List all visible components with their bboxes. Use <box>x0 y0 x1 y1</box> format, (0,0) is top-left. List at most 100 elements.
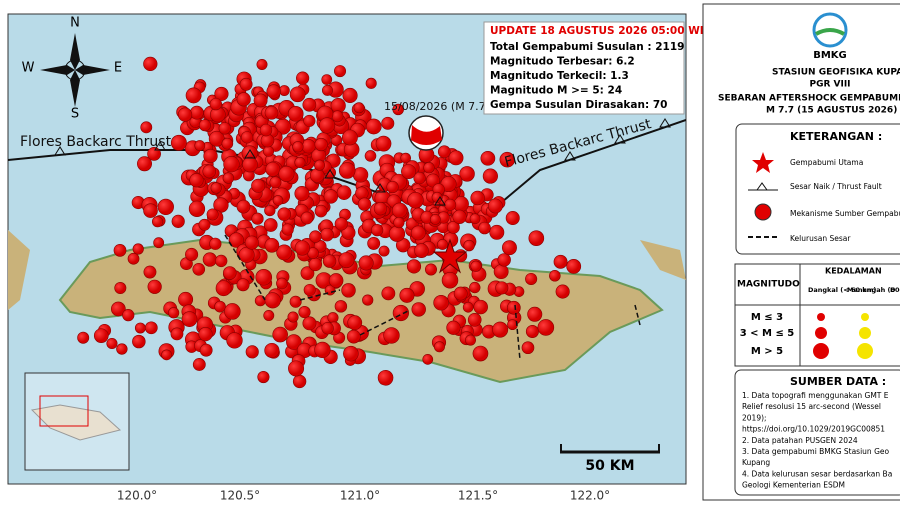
depth-label: Dangkal (< 60 km) <box>808 286 876 294</box>
aftershock <box>482 168 498 184</box>
aftershock <box>223 155 240 173</box>
sidebar-title: SEBARAN AFTERSHOCK GEMPABUMI F <box>718 94 900 104</box>
legend-box <box>735 123 900 255</box>
aftershock <box>472 345 489 362</box>
aftershock <box>303 283 316 297</box>
info-update: UPDATE 18 AGUSTUS 2026 05:00 WIB <box>490 25 712 37</box>
aftershock <box>224 303 241 320</box>
aftershock <box>469 213 481 225</box>
aftershock <box>192 358 206 371</box>
aftershock <box>465 334 476 346</box>
aftershock <box>470 260 482 272</box>
aftershock <box>264 237 280 253</box>
aftershock <box>431 191 443 203</box>
aftershock <box>459 166 475 182</box>
aftershock <box>287 106 304 122</box>
logo-text: BMKG <box>813 50 847 61</box>
aftershock <box>242 156 258 173</box>
aftershock <box>206 208 219 221</box>
legend-focal <box>754 203 772 221</box>
aftershock <box>272 195 284 206</box>
aftershock <box>346 329 361 344</box>
aftershock <box>358 255 374 271</box>
aftershock <box>114 282 127 294</box>
aftershock <box>240 131 254 144</box>
fault-tooth <box>434 196 446 206</box>
aftershock <box>342 87 358 104</box>
aftershock <box>276 277 288 290</box>
inset-map <box>24 372 130 471</box>
table-cells: Dangkal (< 60 km)Menengah (60-300 km)D M … <box>740 286 900 359</box>
aftershock <box>314 204 328 218</box>
fault-tooth <box>54 146 66 156</box>
aftershock <box>143 265 157 279</box>
aftershock <box>473 299 488 315</box>
magnitude-dot <box>813 343 829 359</box>
aftershock <box>381 286 396 301</box>
aftershock <box>452 209 467 224</box>
aftershock <box>178 291 194 307</box>
source-line: 1. Data topografi menggunakan GMT E <box>742 391 889 400</box>
aftershock <box>555 284 570 299</box>
aftershock <box>453 286 468 301</box>
source-line: 2. Data patahan PUSGEN 2024 <box>742 436 858 445</box>
aftershock <box>364 150 377 162</box>
aftershock <box>375 135 392 152</box>
station: STASIUN GEOFISIKA KUPAN <box>772 68 900 78</box>
aftershock <box>502 240 517 256</box>
aftershock <box>373 201 388 216</box>
fault-tooth <box>374 183 386 193</box>
aftershock <box>294 240 311 256</box>
aftershock <box>429 214 441 225</box>
sidebar-subtitle: M 7.7 (15 AGUSTUS 2026) <box>766 106 897 116</box>
aftershock <box>365 118 382 135</box>
aftershock <box>210 182 222 194</box>
aftershock <box>433 341 445 353</box>
aftershock <box>411 302 426 317</box>
compass-w: W <box>22 61 35 76</box>
mainshock-star <box>432 238 468 274</box>
aftershock <box>251 212 264 225</box>
aftershock <box>424 263 437 276</box>
aftershock <box>392 304 409 322</box>
aftershock <box>328 273 344 288</box>
aftershock <box>383 327 400 344</box>
aftershock <box>147 279 162 294</box>
aftershock <box>336 185 352 200</box>
aftershock <box>292 374 307 389</box>
aftershock <box>365 77 377 89</box>
aftershock <box>264 292 281 309</box>
aftershock <box>132 243 144 255</box>
compass-e: E <box>114 61 122 76</box>
aftershock <box>190 105 204 120</box>
aftershock <box>334 217 348 231</box>
compass: N S E W <box>22 16 123 122</box>
fault-tooth <box>614 134 626 144</box>
aftershock <box>292 141 304 153</box>
aftershock <box>341 283 356 298</box>
aftershock <box>414 243 429 258</box>
aftershock <box>441 271 459 289</box>
info-box <box>483 21 685 115</box>
scale-label: 50 KM <box>585 458 634 474</box>
aftershock <box>506 300 521 315</box>
legend-title: KETERANGAN : <box>790 130 882 143</box>
aftershock <box>413 171 426 185</box>
aftershock <box>537 319 555 336</box>
aftershock <box>181 311 198 327</box>
aftershock <box>298 305 311 319</box>
aftershock <box>185 247 199 261</box>
island <box>8 230 30 310</box>
aftershock <box>289 295 302 308</box>
aftershock <box>294 186 310 202</box>
source-line: 3. Data gempabumi BMKG Stasiun Geo <box>742 447 889 456</box>
aftershock <box>505 211 520 226</box>
aftershock <box>410 225 426 241</box>
aftershock <box>269 176 282 189</box>
aftershock <box>236 199 251 214</box>
sources-title: SUMBER DATA : <box>790 375 886 388</box>
aftershock <box>171 214 185 228</box>
aftershock <box>300 211 314 225</box>
legend-star <box>752 152 774 173</box>
